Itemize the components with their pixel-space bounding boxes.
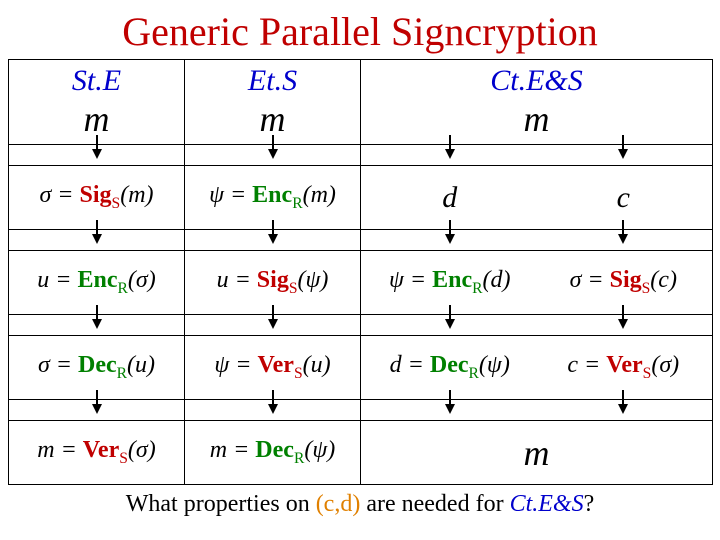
page-title: Generic Parallel Signcryption <box>0 0 720 59</box>
arrow-down-icon <box>618 319 628 329</box>
cell-d-dec-psi-c-ver-sigma: d = DecR(ψ) c = VerS(σ) <box>361 336 713 400</box>
footer-question: What properties on (c,d) are needed for … <box>0 485 720 518</box>
arrow-down-icon <box>445 319 455 329</box>
arrow-down-icon <box>445 404 455 414</box>
cell-psi-enc-d-sigma-sig-c: ψ = EncR(d) σ = SigS(c) <box>361 251 713 315</box>
arrow-down-icon <box>445 234 455 244</box>
signcryption-table: St.E m Et.S m Ct.E&S m σ = SigS(m) ψ = E… <box>8 59 713 485</box>
arrow-down-icon <box>268 404 278 414</box>
m-ste: m <box>11 98 182 140</box>
col-header-ste: St.E m <box>9 60 185 145</box>
arrow-down-icon <box>92 149 102 159</box>
arrow-down-icon <box>92 404 102 414</box>
arrow-down-icon <box>618 234 628 244</box>
cell-m-ver-sigma: m = VerS(σ) <box>9 421 185 485</box>
cell-d-c: d c <box>361 166 713 230</box>
arrow-down-icon <box>268 234 278 244</box>
col-header-ctes: Ct.E&S m <box>361 60 713 145</box>
arrow-down-icon <box>618 404 628 414</box>
arrow-down-icon <box>268 319 278 329</box>
arrow-down-icon <box>445 149 455 159</box>
cell-m-result: m <box>361 421 713 485</box>
arrow-down-icon <box>92 319 102 329</box>
arrow-down-icon <box>268 149 278 159</box>
m-ets: m <box>187 98 358 140</box>
arrow-down-icon <box>618 149 628 159</box>
m-ctes: m <box>363 98 710 140</box>
cell-m-dec-psi: m = DecR(ψ) <box>185 421 361 485</box>
arrow-down-icon <box>92 234 102 244</box>
col-header-ets: Et.S m <box>185 60 361 145</box>
